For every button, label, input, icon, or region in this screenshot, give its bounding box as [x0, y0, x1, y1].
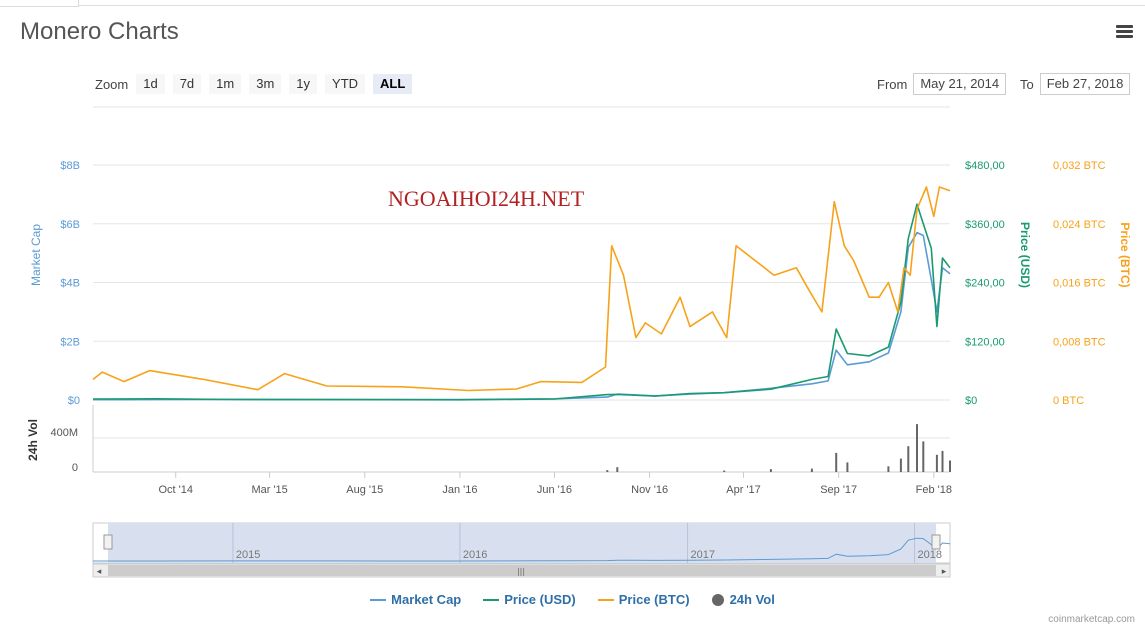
- x-tick-label: Apr '17: [726, 484, 761, 496]
- zoom-ytd-button[interactable]: YTD: [325, 74, 366, 94]
- legend-marker-price-usd: [483, 598, 500, 601]
- price-btc-tick-label: 0,016 BTC: [1053, 278, 1106, 290]
- price-usd-tick-label: $360,00: [965, 219, 1005, 231]
- legend-marker-24h-vol: [711, 593, 724, 606]
- price-chart: $0 $2B $4B $6B $8B Market Cap $0 $120,00 $240,00…: [26, 106, 1132, 578]
- volume-bar: [606, 470, 609, 472]
- navigator-label: 2016: [463, 549, 487, 561]
- volume-tick-label: 0: [72, 462, 78, 474]
- active-tab-edge: [0, 0, 79, 7]
- price-usd-tick-label: $0: [965, 395, 977, 407]
- scrollbar-grip-icon: |||: [517, 567, 525, 576]
- hamburger-menu-icon[interactable]: [1116, 25, 1133, 39]
- navigator-line: [93, 537, 951, 562]
- navigator-label: 2015: [236, 549, 260, 561]
- volume-bar: [810, 468, 813, 472]
- legend-item-24h-vol[interactable]: 24h Vol: [711, 592, 775, 607]
- legend-marker-price-btc: [597, 598, 614, 601]
- volume-bar: [935, 454, 938, 472]
- legend-marker-market-cap: [370, 598, 387, 601]
- x-tick-label: Mar '15: [251, 484, 287, 496]
- price-btc-tick-label: 0,008 BTC: [1053, 336, 1106, 348]
- market-cap-axis-title: Market Cap: [29, 224, 43, 286]
- scrollbar-thumb: [108, 565, 936, 576]
- x-tick-label: Jan '16: [442, 484, 477, 496]
- navigator-selection: [108, 523, 936, 563]
- zoom-1d-button[interactable]: 1d: [136, 74, 165, 94]
- date-range-from: From May 21, 2014: [877, 73, 1007, 95]
- legend-item-price-btc[interactable]: Price (BTC): [597, 592, 690, 607]
- market-cap-tick-label: $2B: [60, 336, 80, 348]
- volume-bar: [907, 446, 910, 472]
- price-btc-tick-label: 0,032 BTC: [1053, 160, 1106, 172]
- volume-bar: [616, 467, 619, 472]
- chart-legend: Market Cap Price (USD) Price (BTC) 24h V…: [0, 592, 1145, 607]
- market-cap-tick-label: $4B: [60, 278, 80, 290]
- to-label: To: [1020, 76, 1034, 92]
- market-cap-line: [92, 231, 951, 401]
- navigator-right-handle: [931, 534, 941, 550]
- volume-bar: [846, 462, 849, 472]
- scroll-right-arrow-icon: ▸: [942, 567, 947, 577]
- x-tick-label: Aug '15: [346, 484, 383, 496]
- source-credit: coinmarketcap.com: [1048, 614, 1135, 625]
- price-btc-axis-title: Price (BTC): [1118, 222, 1132, 287]
- page-title: Monero Charts: [20, 18, 179, 45]
- volume-bar: [769, 469, 772, 472]
- navigator-label: 2018: [918, 549, 942, 561]
- x-tick-label: Jun '16: [537, 484, 572, 496]
- price-btc-tick-label: 0 BTC: [1053, 395, 1084, 407]
- price-btc-line: [92, 186, 951, 392]
- navigator-left-handle: [103, 534, 113, 550]
- tab-divider: [78, 5, 1145, 6]
- price-usd-tick-label: $120,00: [965, 336, 1005, 348]
- x-tick-label: Feb '18: [916, 484, 952, 496]
- volume-bar: [723, 470, 726, 472]
- zoom-all-button[interactable]: ALL: [373, 74, 413, 94]
- legend-item-market-cap[interactable]: Market Cap: [370, 592, 461, 607]
- zoom-7d-button[interactable]: 7d: [172, 74, 202, 94]
- date-range-to: To Feb 27, 2018: [1020, 73, 1131, 95]
- scroll-left-arrow-icon: ◂: [97, 567, 102, 577]
- volume-tick-label: 400M: [50, 427, 78, 439]
- from-date-input[interactable]: May 21, 2014: [913, 73, 1007, 95]
- volume-bar: [949, 460, 951, 472]
- x-tick-label: Oct '14: [158, 484, 193, 496]
- zoom-toolbar: Zoom 1d 7d 1m 3m 1y YTD ALL: [95, 73, 420, 95]
- volume-bar: [887, 466, 890, 472]
- volume-bar: [922, 441, 925, 472]
- price-usd-tick-label: $480,00: [965, 160, 1005, 172]
- zoom-3m-button[interactable]: 3m: [249, 74, 282, 94]
- x-tick-label: Sep '17: [820, 484, 857, 496]
- volume-bar: [941, 450, 944, 472]
- price-usd-tick-label: $240,00: [965, 278, 1005, 290]
- legend-label: Price (USD): [504, 592, 576, 607]
- watermark-text: NGOAIHOI24H.NET: [388, 186, 585, 211]
- zoom-1m-button[interactable]: 1m: [209, 74, 242, 94]
- volume-axis-title: 24h Vol: [26, 419, 40, 461]
- volume-bar: [916, 424, 918, 472]
- price-usd-line: [92, 203, 951, 401]
- legend-item-price-usd[interactable]: Price (USD): [483, 592, 576, 607]
- tab-strip: [0, 0, 1145, 7]
- x-tick-label: Nov '16: [631, 484, 668, 496]
- legend-label: Price (BTC): [618, 592, 690, 607]
- market-cap-tick-label: $6B: [60, 219, 80, 231]
- legend-label: Market Cap: [391, 592, 462, 607]
- zoom-label: Zoom: [95, 76, 129, 92]
- market-cap-tick-label: $8B: [60, 160, 80, 172]
- volume-bar: [899, 458, 902, 472]
- zoom-1y-button[interactable]: 1y: [289, 74, 318, 94]
- navigator-label: 2017: [691, 549, 715, 561]
- market-cap-tick-label: $0: [68, 395, 80, 407]
- price-usd-axis-title: Price (USD): [1018, 222, 1032, 288]
- price-btc-tick-label: 0,024 BTC: [1053, 219, 1106, 231]
- volume-bar: [835, 452, 838, 472]
- legend-label: 24h Vol: [729, 592, 775, 607]
- to-date-input[interactable]: Feb 27, 2018: [1039, 73, 1131, 95]
- from-label: From: [877, 76, 908, 92]
